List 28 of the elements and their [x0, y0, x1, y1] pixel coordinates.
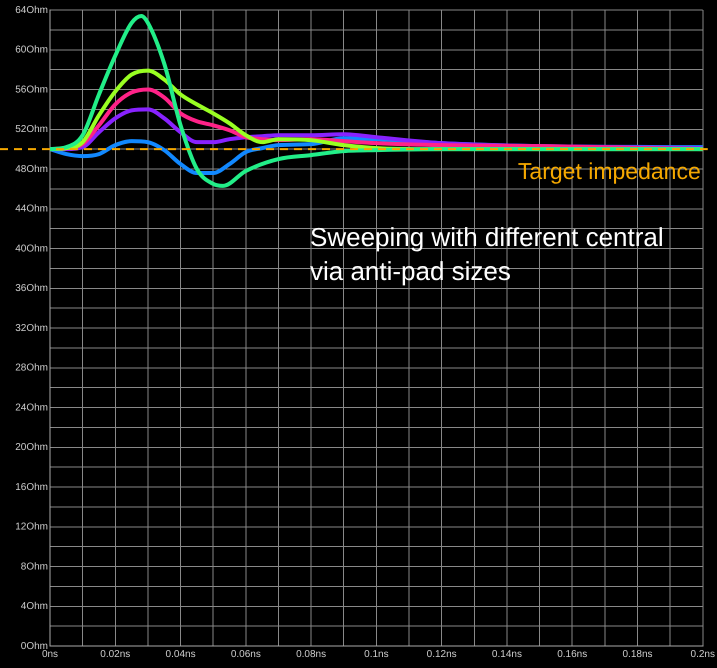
y-tick-label: 8Ohm: [20, 561, 48, 572]
y-tick-label: 64Ohm: [15, 4, 48, 16]
x-tick-label: 0.06ns: [230, 648, 261, 660]
x-tick-label: 0.16ns: [557, 648, 588, 660]
annotation: Sweeping with different central via anti-pad sizes: [310, 222, 664, 286]
x-tick-label: 0.02ns: [100, 648, 130, 660]
x-tick-label: 0.12ns: [426, 648, 457, 660]
y-tick-label: 52Ohm: [15, 124, 48, 135]
y-tick-label: 16Ohm: [15, 482, 48, 493]
y-tick-label: 4Ohm: [20, 601, 48, 612]
x-tick-label: 0.04ns: [166, 648, 196, 660]
x-tick-label: 0ns: [42, 648, 58, 660]
y-tick-label: 56Ohm: [15, 84, 48, 96]
y-tick-label: 36Ohm: [15, 283, 48, 294]
x-tick-label: 0.1ns: [364, 648, 389, 660]
y-tick-label: 12Ohm: [15, 522, 48, 532]
y-tick-label: 40Ohm: [15, 243, 48, 254]
y-tick-label: 20Ohm: [15, 442, 48, 453]
x-tick-label: 0.18ns: [622, 648, 653, 660]
x-tick-label: 0.14ns: [492, 648, 522, 660]
y-tick-label: 28Ohm: [15, 362, 48, 374]
y-tick-label: 32Ohm: [15, 322, 48, 334]
y-tick-label: 24Ohm: [15, 402, 48, 414]
y-tick-label: 44Ohm: [15, 204, 48, 214]
y-tick-label: 48Ohm: [15, 164, 48, 175]
y-tick-label: 60Ohm: [15, 44, 48, 56]
x-tick-label: 0.2ns: [690, 648, 716, 660]
x-tick-label: 0.08ns: [296, 648, 326, 660]
